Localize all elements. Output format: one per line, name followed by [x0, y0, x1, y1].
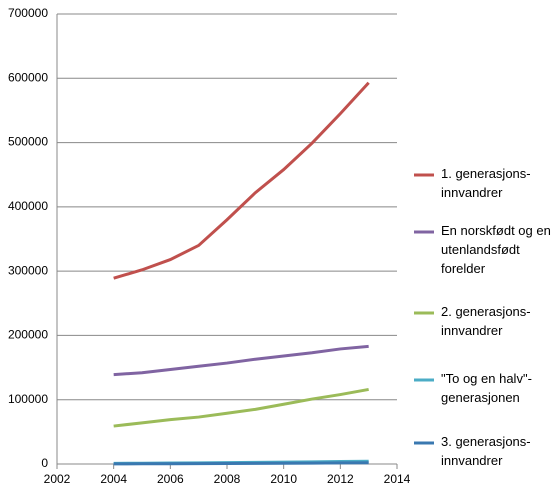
x-tick-label: 2002 — [44, 472, 71, 486]
y-tick-label: 0 — [41, 456, 48, 470]
legend-label: 3. generasjons-innvandrer — [441, 434, 531, 468]
y-tick-label: 200000 — [8, 328, 48, 342]
y-tick-label: 700000 — [8, 6, 48, 20]
legend-label: "To og en halv"-generasjonen — [441, 371, 532, 405]
legend-label: 1. generasjons-innvandrer — [441, 166, 531, 200]
series-line — [113, 461, 369, 466]
x-tick-label: 2012 — [327, 472, 354, 486]
y-tick-label: 400000 — [8, 199, 48, 213]
legend-label: En norskfødt og en utenlandsfødt forelde… — [441, 223, 551, 276]
legend-label: 2. generasjons-innvandrer — [441, 304, 531, 338]
x-tick-label: 2010 — [270, 472, 297, 486]
series-line — [113, 344, 369, 377]
y-tick-label: 100000 — [8, 392, 48, 406]
x-tick-label: 2008 — [214, 472, 241, 486]
y-tick-label: 500000 — [8, 135, 48, 149]
x-tick-label: 2006 — [157, 472, 184, 486]
x-tick-label: 2014 — [384, 472, 411, 486]
y-tick-label: 300000 — [8, 263, 48, 277]
series-line — [113, 387, 369, 428]
y-tick-label: 600000 — [8, 70, 48, 84]
series-line — [113, 81, 370, 280]
x-tick-label: 2004 — [100, 472, 127, 486]
